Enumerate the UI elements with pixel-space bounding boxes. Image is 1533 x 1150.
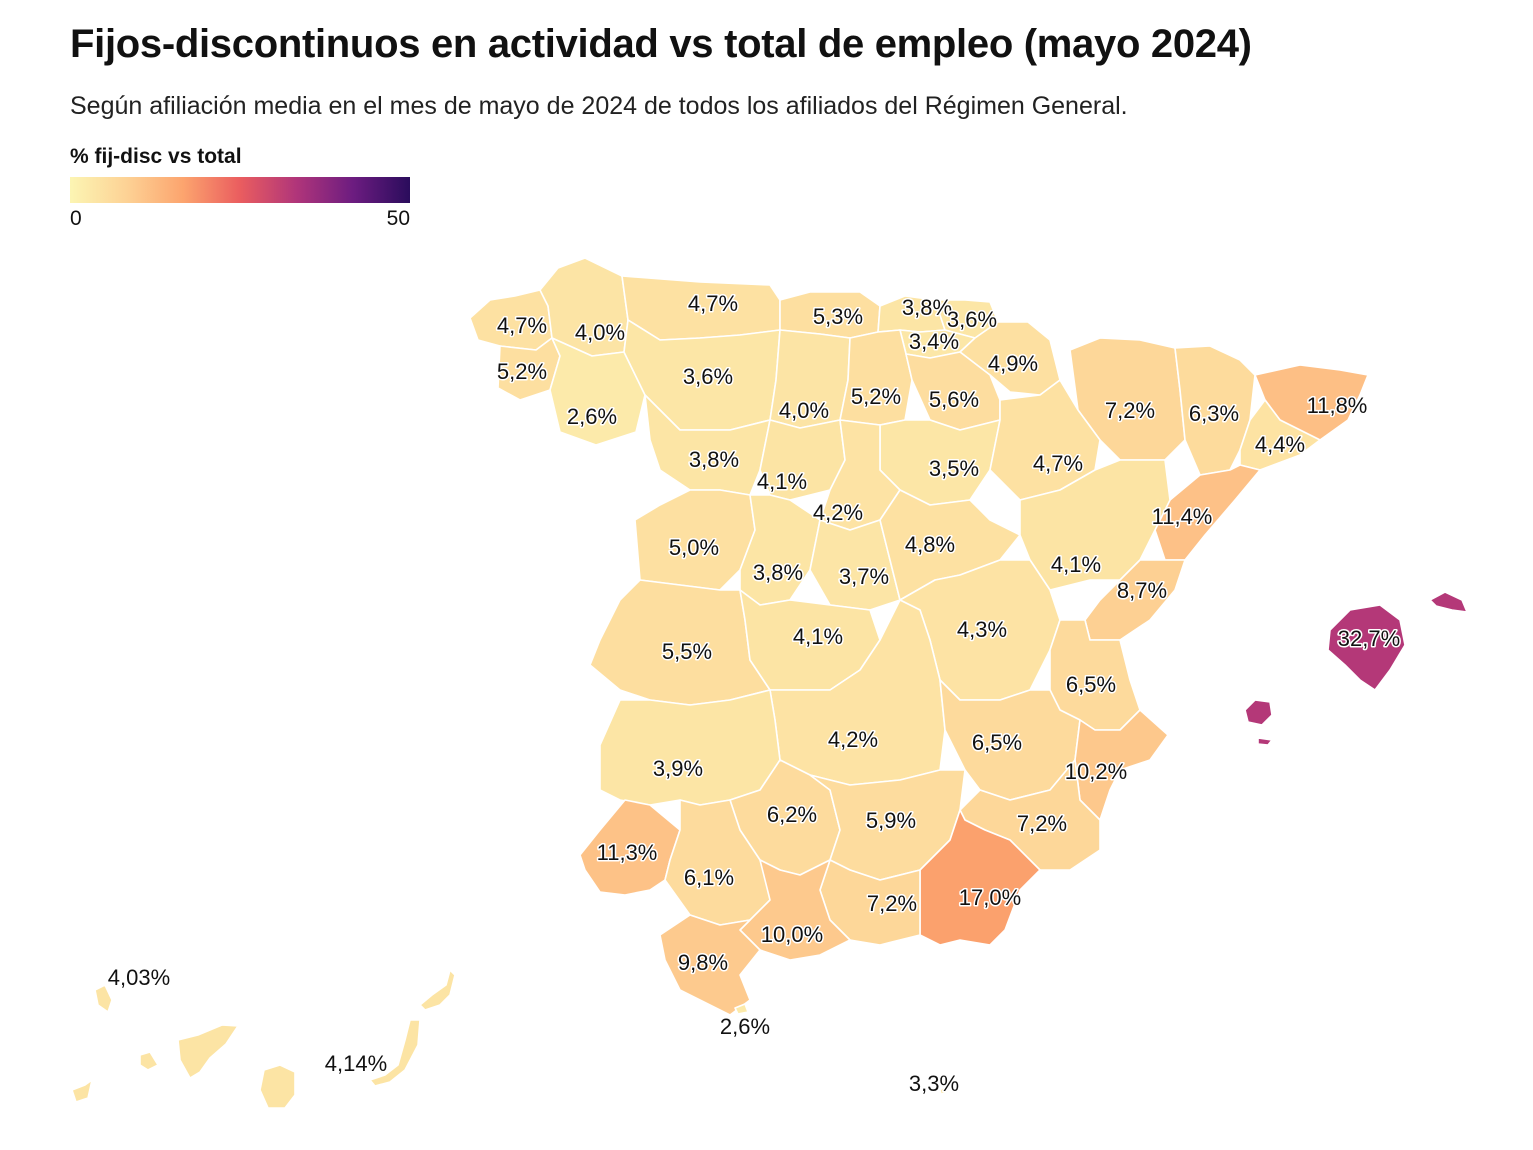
province-value-label: 6,1%	[684, 865, 734, 890]
province-value-label: 10,0%	[761, 922, 823, 947]
province-value-label: 4,03%	[108, 965, 170, 990]
province-value-label: 4,0%	[779, 398, 829, 423]
province-value-label: 4,4%	[1255, 432, 1305, 457]
province-shape	[71, 984, 239, 1103]
province-shape	[839, 329, 913, 426]
province-value-label: 2,6%	[720, 1014, 770, 1039]
province-value-label: 6,5%	[1066, 672, 1116, 697]
province-shape	[939, 1086, 947, 1095]
province-value-label: 4,14%	[325, 1051, 387, 1076]
map-subtitle: Según afiliación media en el mes de mayo…	[70, 92, 1128, 120]
province-value-label: 5,6%	[929, 387, 979, 412]
province-value-label: 3,6%	[947, 307, 997, 332]
province-value-label: 5,2%	[497, 359, 547, 384]
province-value-label: 7,2%	[1017, 811, 1067, 836]
province-value-label: 5,0%	[669, 535, 719, 560]
province-value-label: 3,7%	[839, 564, 889, 589]
province-shape	[734, 1003, 749, 1015]
map-title: Fijos-discontinuos en actividad vs total…	[70, 22, 1252, 66]
province-value-label: 11,4%	[1152, 504, 1213, 529]
province-value-label: 3,4%	[909, 329, 959, 354]
province-value-label: 4,2%	[813, 500, 863, 525]
province-value-label: 32,7%	[1338, 626, 1400, 651]
province-value-label: 11,8%	[1307, 393, 1368, 418]
color-legend: % fij-disc vs total 0 50	[70, 145, 410, 233]
province-value-label: 17,0%	[959, 885, 1021, 910]
province-value-label: 4,7%	[1033, 451, 1083, 476]
province-shape	[879, 489, 1021, 601]
province-value-label: 7,2%	[1105, 398, 1155, 423]
province-value-label: 6,3%	[1189, 401, 1239, 426]
province-value-label: 4,7%	[688, 291, 738, 316]
province-value-label: 4,1%	[793, 624, 843, 649]
province-value-label: 6,2%	[767, 802, 817, 827]
province-value-label: 3,9%	[653, 756, 703, 781]
province-shape	[1239, 399, 1321, 471]
province-value-label: 3,8%	[689, 447, 739, 472]
province-shape	[599, 689, 781, 806]
province-value-label: 4,8%	[905, 532, 955, 557]
province-value-label: 4,3%	[957, 617, 1007, 642]
province-value-label: 3,6%	[683, 364, 733, 389]
province-shape	[659, 914, 761, 1016]
province-value-label: 4,0%	[575, 320, 625, 345]
province-value-label: 3,5%	[929, 456, 979, 481]
province-shape	[259, 969, 456, 1109]
province-value-label: 6,5%	[972, 730, 1022, 755]
province-value-label: 4,2%	[828, 727, 878, 752]
legend-color-bar	[70, 177, 410, 203]
province-value-label: 3,8%	[902, 295, 952, 320]
province-value-label: 5,5%	[662, 639, 712, 664]
province-value-label: 3,8%	[753, 560, 803, 585]
province-value-label: 5,9%	[866, 808, 916, 833]
province-value-label: 2,6%	[567, 404, 617, 429]
province-value-label: 5,3%	[813, 304, 863, 329]
province-shape	[739, 494, 821, 606]
legend-min-label: 0	[70, 207, 82, 230]
province-shape	[549, 337, 646, 446]
province-value-label: 8,7%	[1117, 578, 1167, 603]
province-value-label: 4,1%	[1051, 552, 1101, 577]
province-value-label: 4,1%	[757, 469, 807, 494]
province-value-label: 11,3%	[597, 840, 658, 865]
province-value-label: 10,2%	[1065, 759, 1127, 784]
legend-ticks: 0 50	[70, 207, 410, 233]
province-value-label: 7,2%	[867, 891, 917, 916]
province-shape	[1074, 709, 1169, 821]
province-value-label: 9,8%	[678, 950, 728, 975]
province-value-label: 4,9%	[988, 351, 1038, 376]
province-value-label: 3,3%	[909, 1071, 959, 1096]
province-value-label: 4,7%	[497, 313, 547, 338]
legend-title: % fij-disc vs total	[70, 145, 242, 168]
province-shape	[1244, 591, 1468, 746]
province-value-label: 5,2%	[851, 384, 901, 409]
legend-max-label: 50	[386, 207, 410, 230]
province-shape	[919, 809, 1041, 946]
